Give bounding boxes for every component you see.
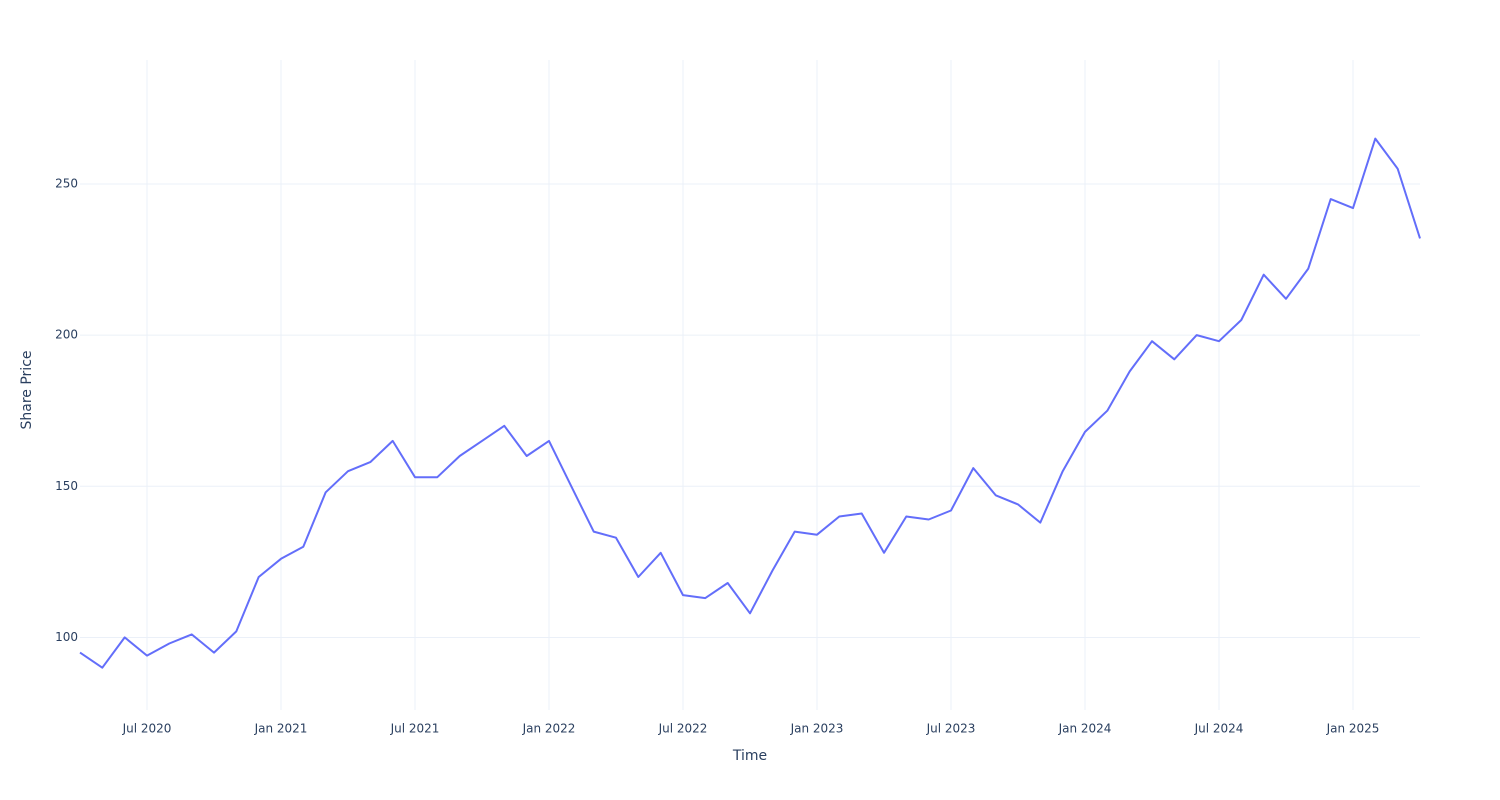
x-tick-label: Jan 2021	[254, 722, 308, 736]
x-tick-label: Jan 2025	[1326, 722, 1380, 736]
x-tick-label: Jul 2020	[122, 722, 172, 736]
x-tick-label: Jan 2024	[1058, 722, 1112, 736]
x-axis-title: Time	[732, 748, 767, 764]
x-tick-label: Jul 2022	[658, 722, 708, 736]
x-tick-label: Jul 2021	[390, 722, 440, 736]
x-tick-label: Jul 2023	[926, 722, 976, 736]
y-tick-label: 100	[55, 630, 78, 644]
y-axis-title: Share Price	[19, 350, 35, 429]
x-tick-label: Jan 2022	[522, 722, 576, 736]
x-tick-label: Jul 2024	[1194, 722, 1244, 736]
x-tick-label: Jan 2023	[790, 722, 844, 736]
y-tick-label: 250	[55, 176, 78, 190]
y-tick-label: 200	[55, 328, 78, 342]
price-line	[79, 137, 1421, 669]
y-tick-label: 150	[55, 479, 78, 493]
